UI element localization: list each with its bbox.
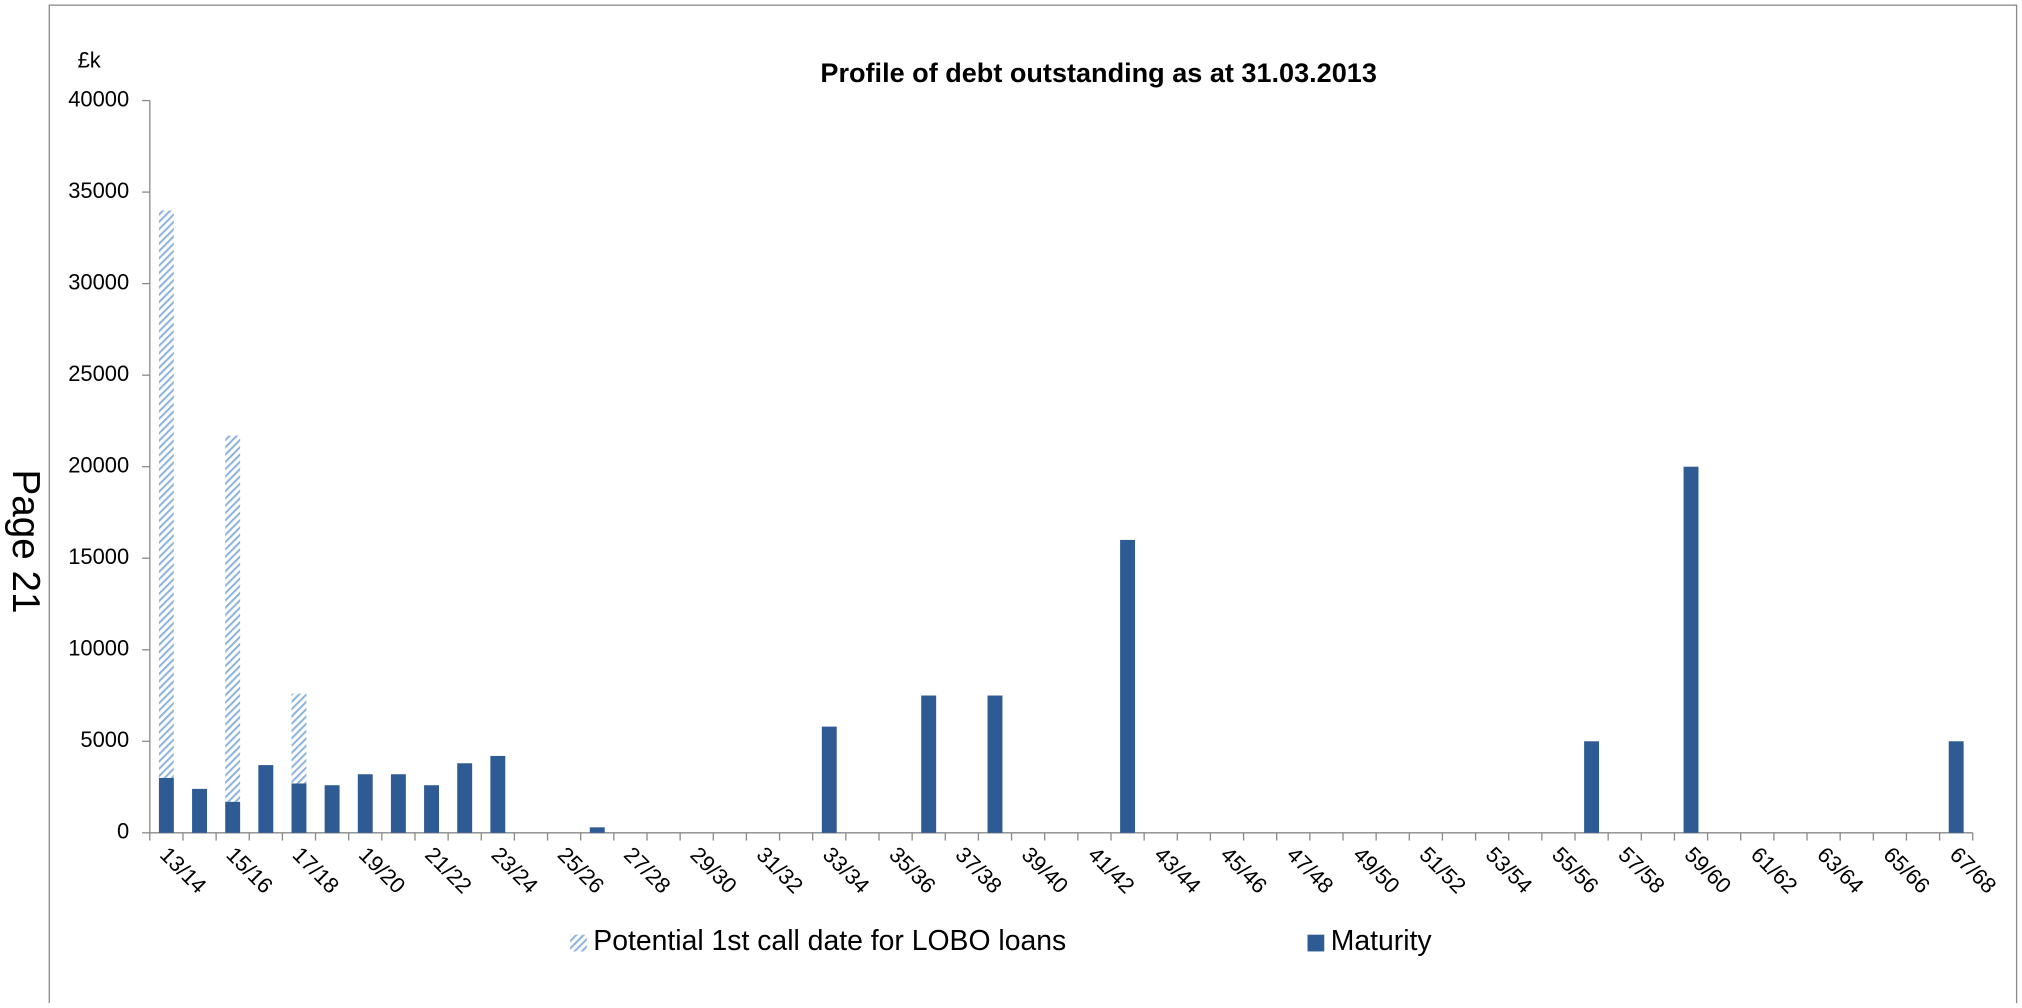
bar	[1120, 539, 1136, 833]
x-tick-label: 31/32	[752, 842, 808, 898]
bar	[291, 693, 307, 784]
bar	[258, 765, 274, 833]
x-tick-label: 65/66	[1879, 842, 1935, 898]
x-tick-label: 57/58	[1613, 842, 1669, 898]
x-tick-label: 51/52	[1415, 842, 1471, 898]
bar	[390, 774, 406, 833]
x-tick-label: 49/50	[1348, 842, 1404, 898]
x-tick-label: 53/54	[1481, 842, 1537, 898]
x-tick-label: 15/16	[221, 842, 277, 898]
bar	[1948, 741, 1964, 833]
y-tick-label: 5000	[80, 727, 129, 752]
bar	[424, 785, 439, 833]
y-tick-label: 35000	[68, 178, 129, 203]
bar	[158, 210, 174, 778]
bar	[1683, 466, 1699, 833]
legend-label: Potential 1st call date for LOBO loans	[593, 925, 1066, 957]
bar	[921, 695, 937, 833]
chart-title: Profile of debt outstanding as at 31.03.…	[820, 57, 1376, 88]
x-tick-label: 23/24	[487, 842, 543, 898]
bar	[490, 755, 506, 833]
x-tick-label: 39/40	[1017, 842, 1073, 898]
x-tick-label: 21/22	[420, 842, 476, 898]
y-unit: £k	[78, 48, 101, 73]
y-tick-label: 0	[117, 819, 129, 844]
bar	[457, 763, 473, 833]
x-tick-label: 29/30	[685, 842, 741, 898]
x-tick-label: 37/38	[951, 842, 1007, 898]
x-tick-label: 55/56	[1547, 842, 1603, 898]
page-number: Page 21	[4, 469, 47, 613]
y-tick-label: 40000	[68, 86, 129, 111]
bar	[1584, 741, 1600, 833]
x-tick-label: 59/60	[1680, 842, 1736, 898]
x-tick-label: 33/34	[818, 842, 874, 898]
x-tick-label: 45/46	[1216, 842, 1272, 898]
legend-swatch	[1307, 934, 1325, 952]
y-tick-label: 10000	[68, 636, 129, 661]
x-tick-label: 35/36	[884, 842, 940, 898]
y-tick-label: 25000	[68, 361, 129, 386]
y-tick-label: 15000	[68, 544, 129, 569]
legend-label: Maturity	[1331, 925, 1433, 957]
bar	[225, 801, 241, 833]
x-tick-label: 25/26	[553, 842, 609, 898]
x-tick-label: 41/42	[1083, 842, 1139, 898]
bar	[158, 777, 174, 833]
y-tick-label: 30000	[68, 269, 129, 294]
bar	[225, 435, 241, 802]
chart-frame	[48, 4, 2018, 1008]
bar	[357, 774, 373, 833]
x-tick-label: 13/14	[155, 842, 211, 898]
x-tick-label: 19/20	[354, 842, 410, 898]
legend-swatch	[570, 934, 587, 952]
x-tick-label: 17/18	[288, 842, 344, 898]
x-tick-label: 43/44	[1149, 842, 1205, 898]
x-tick-label: 61/62	[1746, 842, 1802, 898]
x-tick-label: 67/68	[1945, 842, 2001, 898]
bar	[987, 695, 1003, 833]
x-tick-label: 27/28	[619, 842, 675, 898]
x-tick-label: 63/64	[1812, 842, 1868, 898]
bar	[821, 726, 837, 833]
x-tick-label: 47/48	[1282, 842, 1338, 898]
bar	[589, 827, 605, 833]
y-tick-label: 20000	[68, 452, 129, 477]
bar	[291, 783, 307, 833]
bar	[324, 785, 340, 833]
bar	[192, 788, 207, 833]
